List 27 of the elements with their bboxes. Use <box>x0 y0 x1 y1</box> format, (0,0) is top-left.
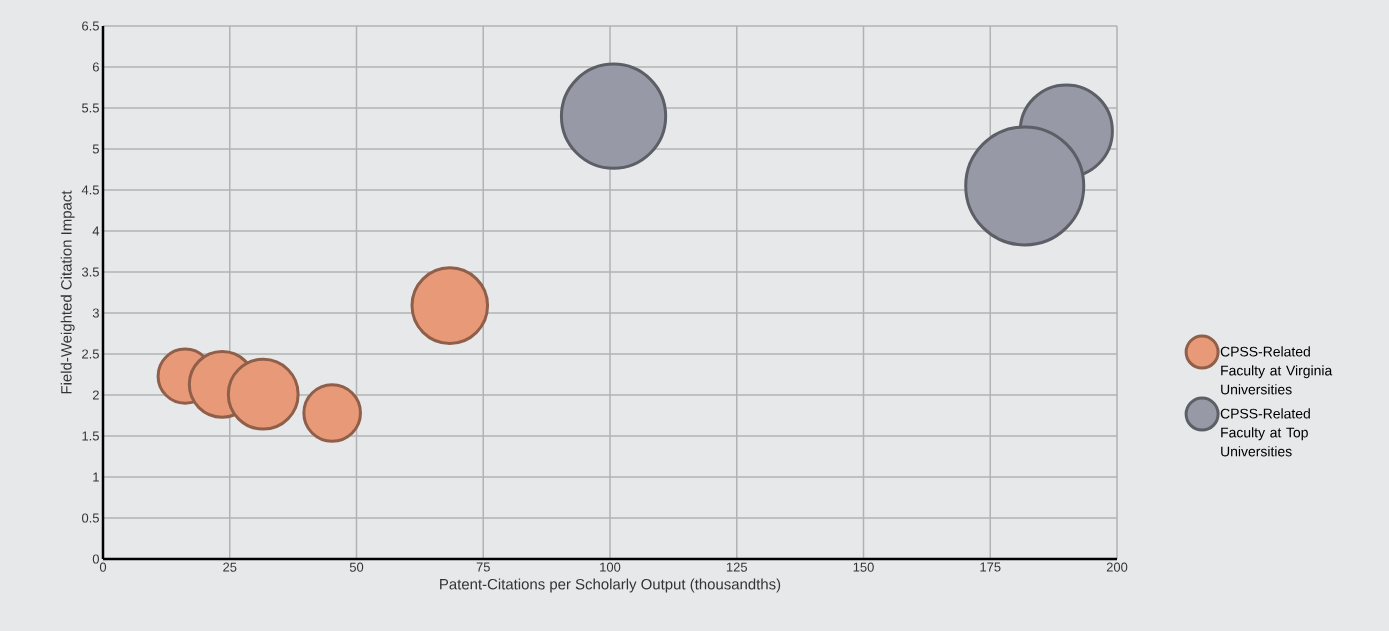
y-tick-label: 6.5 <box>82 21 99 31</box>
legend-label: CPSS-Related Faculty at Top Universities <box>1220 408 1310 457</box>
y-tick-label: 5 <box>92 144 99 154</box>
y-tick-label: 6 <box>92 62 99 72</box>
y-tick-label: 5.5 <box>81 103 99 113</box>
y-tick-label: 4.5 <box>81 185 99 195</box>
y-tick-label: 3.5 <box>81 267 99 277</box>
x-tick-label: 75 <box>476 562 490 572</box>
legend-label: CPSS-Related Faculty at Virginia Universities <box>1220 346 1333 395</box>
y-tick-label: 3 <box>92 308 99 318</box>
y-tick-label: 4 <box>92 226 100 236</box>
y-tick-label: 1.5 <box>82 431 99 441</box>
x-axis-title: Patent-Citations per Scholarly Output (thousandths) <box>440 578 781 593</box>
x-tick-label: 50 <box>349 562 364 572</box>
x-tick-label: 200 <box>1106 562 1128 572</box>
x-tick-label: 0 <box>99 562 107 572</box>
y-tick-label: 0.5 <box>81 513 99 523</box>
y-tick-label: 0 <box>92 554 99 564</box>
y-tick-label: 1 <box>93 472 99 482</box>
x-tick-label: 150 <box>853 562 874 572</box>
y-tick-label: 2.5 <box>82 349 99 359</box>
y-axis-title: Field-Weighted Citation Impact <box>60 190 75 394</box>
x-tick-label: 175 <box>980 562 1001 572</box>
y-tick-label: 2 <box>92 390 99 400</box>
x-tick-label: 100 <box>600 562 621 572</box>
x-tick-label: 125 <box>726 562 748 572</box>
x-tick-label: 25 <box>223 562 237 572</box>
